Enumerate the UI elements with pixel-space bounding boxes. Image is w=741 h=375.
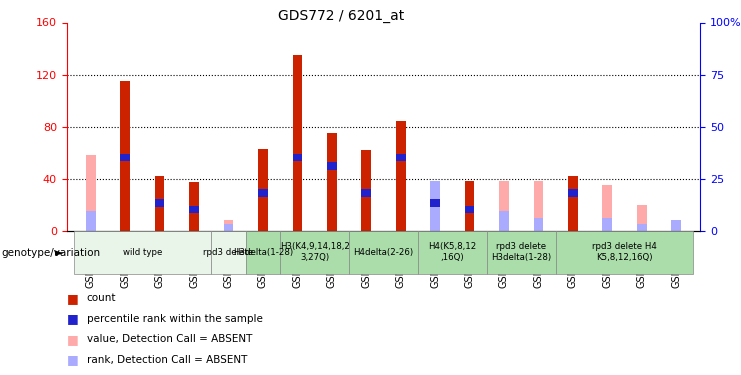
Bar — [258, 148, 268, 231]
Bar — [349, 231, 418, 274]
Text: H3delta(1-28): H3delta(1-28) — [233, 248, 293, 256]
Text: ►: ► — [55, 248, 63, 258]
Bar — [602, 185, 612, 231]
Text: ■: ■ — [67, 292, 79, 304]
Bar — [671, 220, 681, 231]
Bar — [120, 154, 130, 161]
Text: ■: ■ — [67, 354, 79, 366]
Text: rpd3 delete
H3delta(1-28): rpd3 delete H3delta(1-28) — [491, 242, 551, 262]
Text: rpd3 delete H4
K5,8,12,16Q): rpd3 delete H4 K5,8,12,16Q) — [592, 242, 657, 262]
Bar — [418, 231, 487, 274]
Bar — [293, 154, 302, 161]
Bar — [293, 55, 302, 231]
Bar — [465, 206, 474, 213]
Bar — [327, 162, 336, 170]
Text: count: count — [87, 293, 116, 303]
Bar — [224, 220, 233, 231]
Bar — [556, 231, 694, 274]
Text: GDS772 / 6201_at: GDS772 / 6201_at — [278, 9, 404, 23]
Bar — [155, 200, 165, 207]
Bar — [431, 181, 440, 231]
Text: rpd3 delete: rpd3 delete — [204, 248, 253, 256]
Bar — [246, 231, 280, 274]
Bar — [86, 155, 96, 231]
Bar — [534, 181, 543, 231]
Bar — [499, 211, 509, 231]
Bar — [280, 231, 349, 274]
Bar — [86, 211, 96, 231]
Text: value, Detection Call = ABSENT: value, Detection Call = ABSENT — [87, 334, 252, 344]
Text: rank, Detection Call = ABSENT: rank, Detection Call = ABSENT — [87, 355, 247, 365]
Bar — [189, 183, 199, 231]
Bar — [211, 231, 246, 274]
Bar — [155, 176, 165, 231]
Bar — [120, 81, 130, 231]
Text: ■: ■ — [67, 312, 79, 325]
Bar — [431, 200, 440, 207]
Bar — [327, 133, 336, 231]
Text: genotype/variation: genotype/variation — [1, 248, 101, 258]
Text: wild type: wild type — [123, 248, 162, 256]
Bar — [534, 217, 543, 231]
Bar — [362, 150, 371, 231]
Bar — [465, 181, 474, 231]
Bar — [602, 217, 612, 231]
Bar — [637, 205, 647, 231]
Bar — [224, 224, 233, 231]
Text: H3(K4,9,14,18,2
3,27Q): H3(K4,9,14,18,2 3,27Q) — [279, 242, 350, 262]
Text: H4(K5,8,12
,16Q): H4(K5,8,12 ,16Q) — [428, 242, 476, 262]
Bar — [499, 181, 509, 231]
Text: H4delta(2-26): H4delta(2-26) — [353, 248, 413, 256]
Bar — [568, 176, 578, 231]
Bar — [189, 206, 199, 213]
Bar — [396, 154, 405, 161]
Bar — [362, 189, 371, 197]
Bar — [637, 224, 647, 231]
Text: percentile rank within the sample: percentile rank within the sample — [87, 314, 262, 324]
Bar — [568, 189, 578, 197]
Bar — [671, 220, 681, 231]
Bar — [258, 189, 268, 197]
Bar — [487, 231, 556, 274]
Bar — [396, 122, 405, 231]
Text: ■: ■ — [67, 333, 79, 346]
Bar — [73, 231, 211, 274]
